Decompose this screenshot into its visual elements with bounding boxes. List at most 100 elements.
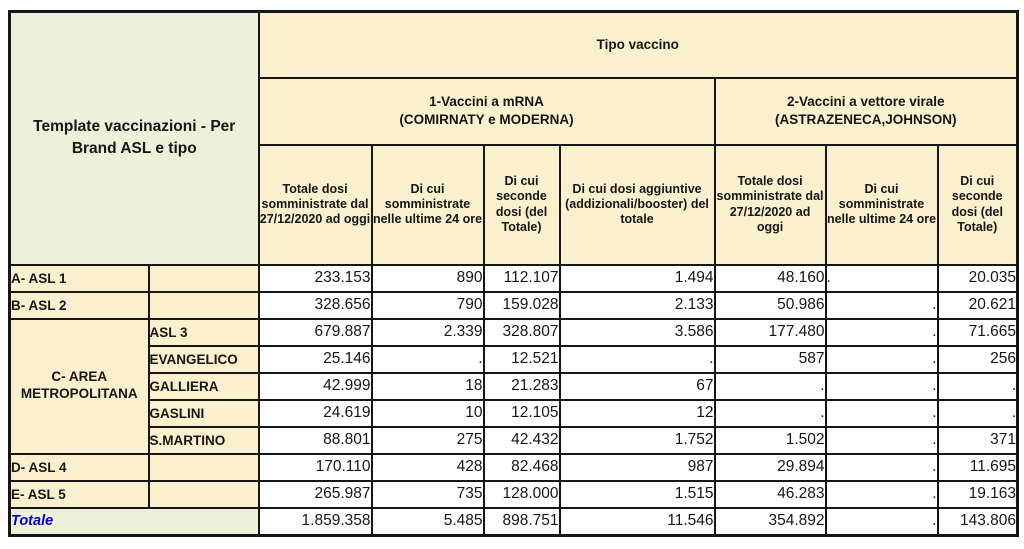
data-cell: 371 — [936, 425, 1019, 455]
table-row: EVANGELICO 25.146. 12.521. 587. 256 — [10, 344, 1019, 374]
table-row: D- ASL 4 170.110 428 82.468 987 29.894. 11.695 — [8, 452, 1019, 482]
data-cell: . — [936, 398, 1019, 428]
data-cell: . — [824, 344, 939, 374]
data-cell: 1.859.358 — [257, 506, 373, 537]
data-cell: . — [824, 506, 939, 537]
data-cell: 1.494 — [558, 263, 716, 293]
table-row: A- ASL 1 233.153 890 112.107 1.494 48.160. 20.… — [8, 263, 1019, 293]
table-row: E- ASL 5 265.987 735 128.000 1.515 46.283. 19.… — [8, 479, 1019, 509]
data-cell: 2.133 — [558, 290, 716, 320]
row-label: A- ASL 1 — [8, 263, 150, 293]
data-cell: 890 — [370, 263, 485, 293]
data-cell: . — [824, 371, 939, 401]
data-cell: 2.339 — [370, 317, 485, 347]
column-header-totale-dosi-vettore: Totale dosi somministrate dal 27/12/2020… — [713, 143, 827, 266]
data-cell: 1.502 — [713, 425, 827, 455]
data-cell: 20.035 — [936, 263, 1019, 293]
data-cell: 11.546 — [558, 506, 716, 537]
data-cell: 50.986 — [713, 290, 827, 320]
table-row: B- ASL 2 328.656 790 159.028 2.133 50.986. 20.… — [8, 290, 1019, 320]
data-cell: 177.480 — [713, 317, 827, 347]
data-cell: . — [558, 344, 716, 374]
vaccination-summary-table: Template vaccinazioni - Per Brand ASL e … — [8, 10, 1020, 537]
data-cell: . — [824, 452, 939, 482]
data-cell: 265.987 — [257, 479, 373, 509]
data-cell: . — [713, 371, 827, 401]
data-cell: 88.801 — [257, 425, 373, 455]
data-cell: 3.586 — [558, 317, 716, 347]
column-header-seconde-dosi-mrna: Di cui seconde dosi (del Totale) — [482, 143, 561, 266]
data-cell: 987 — [558, 452, 716, 482]
sub-row-label: GALLIERA — [147, 371, 260, 401]
data-cell: 82.468 — [482, 452, 561, 482]
column-header-ultime-24-ore-vettore: Di cui somministrate nelle ultime 24 ore — [824, 143, 939, 266]
data-cell: 1.515 — [558, 479, 716, 509]
sub-row-label: ASL 3 — [147, 317, 260, 347]
data-cell: . — [824, 398, 939, 428]
data-cell: 790 — [370, 290, 485, 320]
data-cell: 112.107 — [482, 263, 561, 293]
data-cell: . — [936, 371, 1019, 401]
data-cell: 48.160 — [713, 263, 827, 293]
data-cell: 735 — [370, 479, 485, 509]
table-row: GASLINI 24.619 10 12.105 12... — [10, 398, 1019, 428]
data-cell: 42.999 — [257, 371, 373, 401]
table-row: GALLIERA 42.999 18 21.283 67... — [10, 371, 1019, 401]
data-cell: 1.752 — [558, 425, 716, 455]
data-cell: 67 — [558, 371, 716, 401]
table-row: S.MARTINO 88.801 275 42.432 1.752 1.502. 371 — [10, 425, 1019, 455]
row-label: C- AREA METROPOLITANA — [8, 317, 150, 455]
data-cell: 587 — [713, 344, 827, 374]
empty-label-cell — [147, 452, 260, 482]
data-cell: 12 — [558, 398, 716, 428]
data-cell: 898.751 — [482, 506, 561, 537]
data-cell: 12.105 — [482, 398, 561, 428]
empty-label-cell — [147, 263, 260, 293]
header-group-vettore-virale: 2-Vaccini a vettore virale (ASTRAZENECA,… — [713, 76, 1019, 146]
data-cell: 10 — [370, 398, 485, 428]
data-cell: 42.432 — [482, 425, 561, 455]
data-cell: . — [824, 317, 939, 347]
row-label: D- ASL 4 — [8, 452, 150, 482]
data-cell: 328.807 — [482, 317, 561, 347]
data-cell: 11.695 — [936, 452, 1019, 482]
data-cell: 354.892 — [713, 506, 827, 537]
data-cell: 428 — [370, 452, 485, 482]
data-cell: 46.283 — [713, 479, 827, 509]
data-cell: 128.000 — [482, 479, 561, 509]
row-label: E- ASL 5 — [8, 479, 150, 509]
column-header-seconde-dosi-vettore: Di cui seconde dosi (del Totale) — [936, 143, 1019, 266]
data-cell: 24.619 — [257, 398, 373, 428]
data-cell: 21.283 — [482, 371, 561, 401]
data-cell: 18 — [370, 371, 485, 401]
column-header-totale-dosi-mrna: Totale dosi somministrate dal 27/12/2020… — [257, 143, 373, 266]
data-cell: 159.028 — [482, 290, 561, 320]
column-header-dosi-aggiuntive-mrna: Di cui dosi aggiuntive (addizionali/boos… — [558, 143, 716, 266]
table-title: Template vaccinazioni - Per Brand ASL e … — [8, 10, 260, 266]
data-cell: 143.806 — [936, 506, 1019, 537]
header-group-mrna: 1-Vaccini a mRNA (COMIRNATY e MODERNA) — [257, 76, 716, 146]
empty-label-cell — [147, 290, 260, 320]
data-cell: 25.146 — [257, 344, 373, 374]
data-cell: . — [370, 344, 485, 374]
data-cell: . — [824, 479, 939, 509]
sub-row-label: S.MARTINO — [147, 425, 260, 455]
data-cell: . — [824, 425, 939, 455]
table-row: Totale 1.859.358 5.485 898.751 11.546 354.892… — [8, 506, 1019, 537]
data-cell: 12.521 — [482, 344, 561, 374]
data-cell: 256 — [936, 344, 1019, 374]
empty-label-cell — [147, 479, 260, 509]
data-cell: 275 — [370, 425, 485, 455]
row-label: B- ASL 2 — [8, 290, 150, 320]
data-cell: 29.894 — [713, 452, 827, 482]
data-cell: . — [824, 263, 939, 293]
data-cell: 679.887 — [257, 317, 373, 347]
column-header-ultime-24-ore-mrna: Di cui somministrate nelle ultime 24 ore — [370, 143, 485, 266]
sub-row-label: GASLINI — [147, 398, 260, 428]
data-cell: 170.110 — [257, 452, 373, 482]
data-cell: 5.485 — [370, 506, 485, 537]
data-cell: 233.153 — [257, 263, 373, 293]
sub-row-label: EVANGELICO — [147, 344, 260, 374]
data-cell: 19.163 — [936, 479, 1019, 509]
total-row-label: Totale — [8, 506, 260, 537]
